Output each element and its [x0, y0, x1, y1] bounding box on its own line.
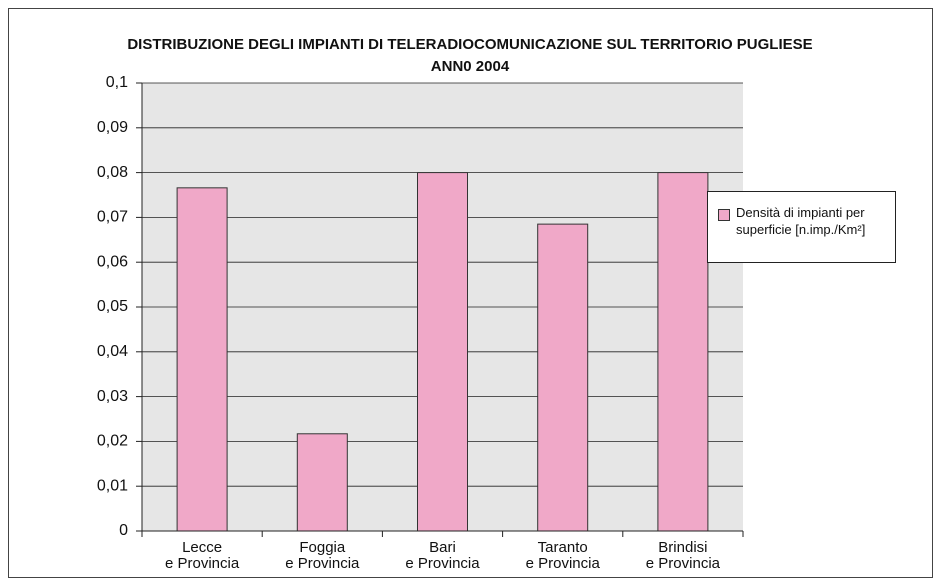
y-tick-label: 0,05: [97, 298, 128, 315]
x-tick-label: Lecce: [182, 539, 222, 556]
bar: [296, 433, 348, 532]
x-tick-label: Bari: [429, 539, 456, 556]
x-tick-label: Taranto: [538, 539, 588, 556]
y-tick-label: 0,01: [97, 477, 128, 494]
bar: [417, 172, 468, 532]
chart-title: DISTRIBUZIONE DEGLI IMPIANTI DI TELERADI…: [127, 36, 812, 53]
y-tick-label: 0,1: [106, 74, 128, 91]
chart-subtitle: ANN0 2004: [431, 58, 510, 75]
y-tick-label: 0,07: [97, 209, 128, 226]
x-tick-label: e Provincia: [646, 555, 721, 572]
y-tick-label: 0,03: [97, 388, 128, 405]
y-tick-label: 0,02: [97, 433, 128, 450]
y-tick-label: 0,08: [97, 164, 128, 181]
y-tick-label: 0,04: [97, 343, 128, 360]
y-tick-label: 0: [119, 522, 128, 539]
x-tick-label: e Provincia: [405, 555, 480, 572]
x-tick-label: e Provincia: [285, 555, 360, 572]
x-tick-label: e Provincia: [165, 555, 240, 572]
y-tick-label: 0,06: [97, 253, 128, 270]
x-tick-label: e Provincia: [526, 555, 601, 572]
legend-swatch: [718, 209, 730, 221]
legend: Densità di impianti per superficie [n.im…: [707, 191, 896, 263]
y-tick-label: 0,09: [97, 119, 128, 136]
x-tick-label: Foggia: [299, 539, 346, 556]
bar: [657, 172, 709, 532]
bar: [176, 187, 228, 532]
legend-label: Densità di impianti per superficie [n.im…: [736, 205, 866, 237]
bar: [537, 223, 589, 532]
x-tick-label: Brindisi: [658, 539, 707, 556]
